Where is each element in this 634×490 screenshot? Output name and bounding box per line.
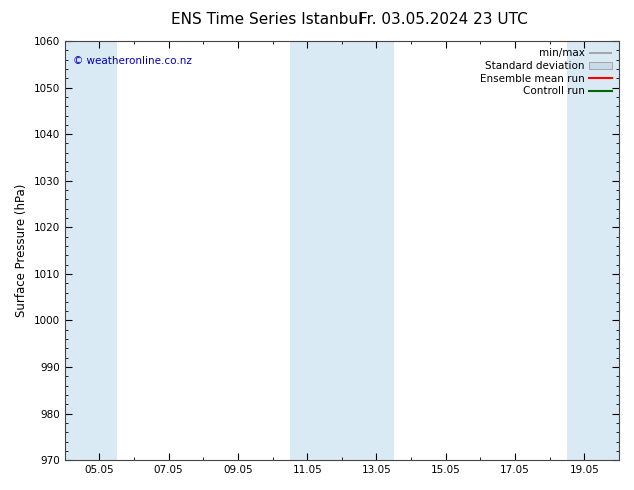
Y-axis label: Surface Pressure (hPa): Surface Pressure (hPa) [15,184,28,318]
Text: © weatheronline.co.nz: © weatheronline.co.nz [73,56,192,66]
Text: ENS Time Series Istanbul: ENS Time Series Istanbul [171,12,362,27]
Text: Fr. 03.05.2024 23 UTC: Fr. 03.05.2024 23 UTC [359,12,528,27]
Legend: min/max, Standard deviation, Ensemble mean run, Controll run: min/max, Standard deviation, Ensemble me… [476,44,616,100]
Bar [61,41,117,460]
Bar [567,41,623,460]
Bar [290,41,394,460]
